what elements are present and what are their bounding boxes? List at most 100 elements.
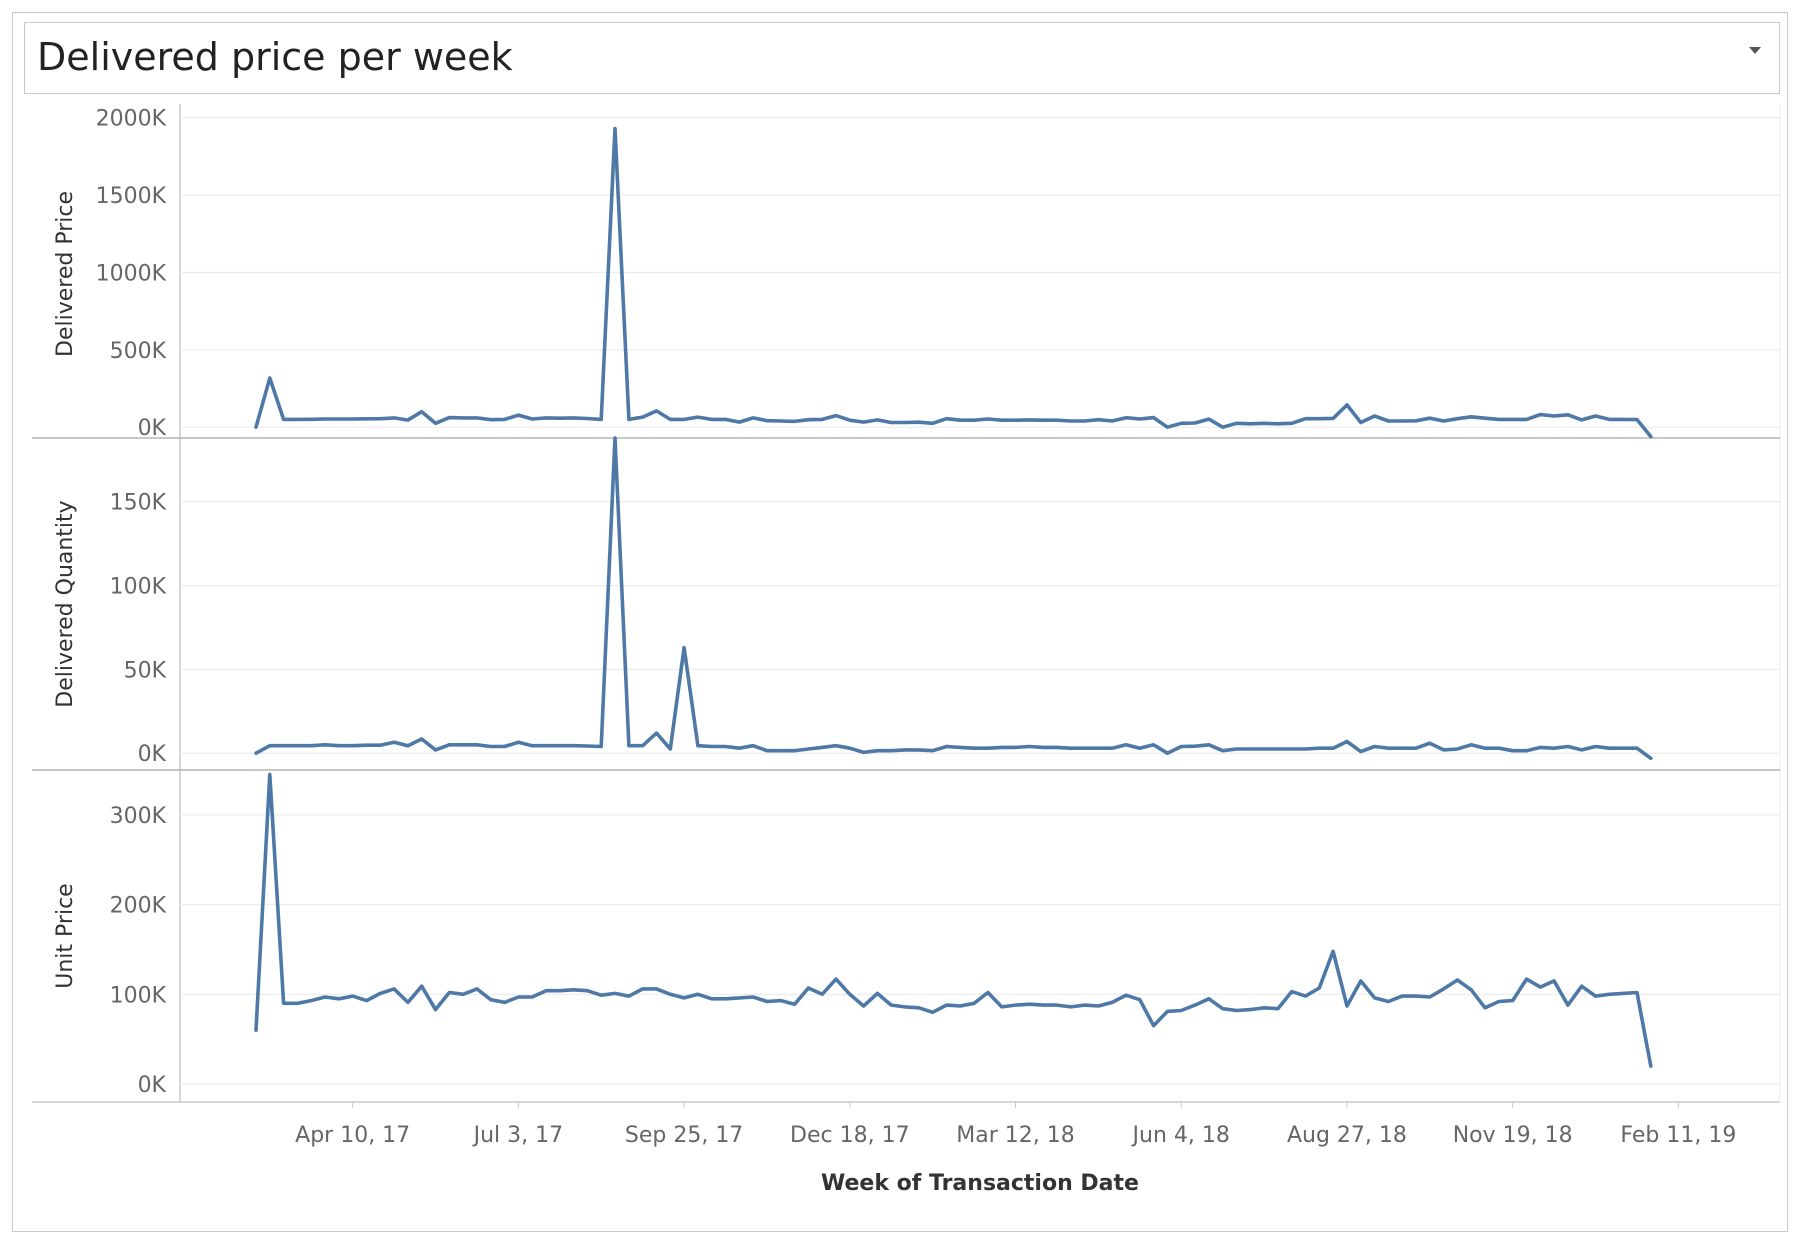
data-point[interactable] — [1483, 416, 1488, 421]
data-point[interactable] — [309, 417, 314, 422]
data-point[interactable] — [626, 994, 631, 999]
data-point[interactable] — [903, 420, 908, 425]
data-point[interactable] — [1013, 1003, 1018, 1008]
data-point[interactable] — [1358, 749, 1363, 754]
data-point[interactable] — [488, 417, 493, 422]
data-point[interactable] — [1096, 417, 1101, 422]
data-point[interactable] — [1220, 1006, 1225, 1011]
data-point[interactable] — [682, 645, 687, 650]
data-point[interactable] — [447, 415, 452, 420]
data-point[interactable] — [1303, 994, 1308, 999]
data-point[interactable] — [1096, 1003, 1101, 1008]
data-point[interactable] — [1414, 746, 1419, 751]
data-point[interactable] — [1427, 995, 1432, 1000]
data-point[interactable] — [1344, 739, 1349, 744]
data-point[interactable] — [1331, 949, 1336, 954]
data-point[interactable] — [1579, 417, 1584, 422]
data-point[interactable] — [1137, 416, 1142, 421]
data-point[interactable] — [820, 417, 825, 422]
data-point[interactable] — [295, 1001, 300, 1006]
data-point[interactable] — [1400, 994, 1405, 999]
data-point[interactable] — [267, 375, 272, 380]
data-point[interactable] — [1068, 746, 1073, 751]
data-point[interactable] — [916, 1005, 921, 1010]
data-point[interactable] — [1041, 745, 1046, 750]
data-point[interactable] — [1110, 746, 1115, 751]
data-point[interactable] — [1469, 987, 1474, 992]
data-point[interactable] — [903, 747, 908, 752]
data-point[interactable] — [1137, 997, 1142, 1002]
data-point[interactable] — [433, 1007, 438, 1012]
data-point[interactable] — [1414, 418, 1419, 423]
data-point[interactable] — [626, 743, 631, 748]
data-point[interactable] — [1289, 747, 1294, 752]
data-point[interactable] — [447, 990, 452, 995]
data-point[interactable] — [640, 743, 645, 748]
data-point[interactable] — [1234, 421, 1239, 426]
data-point[interactable] — [737, 420, 742, 425]
data-point[interactable] — [474, 986, 479, 991]
data-point[interactable] — [530, 743, 535, 748]
data-point[interactable] — [972, 418, 977, 423]
data-point[interactable] — [1041, 418, 1046, 423]
data-point[interactable] — [1607, 746, 1612, 751]
data-point[interactable] — [668, 417, 673, 422]
data-point[interactable] — [516, 740, 521, 745]
data-point[interactable] — [1607, 417, 1612, 422]
data-point[interactable] — [1524, 417, 1529, 422]
data-point[interactable] — [1220, 748, 1225, 753]
data-point[interactable] — [1510, 998, 1515, 1003]
data-point[interactable] — [405, 743, 410, 748]
data-point[interactable] — [1441, 418, 1446, 423]
data-point[interactable] — [1565, 412, 1570, 417]
data-point[interactable] — [530, 995, 535, 1000]
data-point[interactable] — [585, 416, 590, 421]
data-point[interactable] — [1317, 746, 1322, 751]
data-point[interactable] — [1593, 414, 1598, 419]
data-point[interactable] — [889, 1003, 894, 1008]
data-point[interactable] — [972, 1001, 977, 1006]
data-point[interactable] — [626, 417, 631, 422]
data-point[interactable] — [861, 420, 866, 425]
data-point[interactable] — [1275, 747, 1280, 752]
data-point[interactable] — [1455, 977, 1460, 982]
data-point[interactable] — [1248, 1007, 1253, 1012]
data-point[interactable] — [1358, 978, 1363, 983]
data-point[interactable] — [557, 988, 562, 993]
data-point[interactable] — [1206, 742, 1211, 747]
data-point[interactable] — [1386, 999, 1391, 1004]
data-point[interactable] — [1262, 421, 1267, 426]
data-point[interactable] — [985, 416, 990, 421]
data-point[interactable] — [350, 416, 355, 421]
data-point[interactable] — [323, 995, 328, 1000]
data-point[interactable] — [875, 991, 880, 996]
data-point[interactable] — [751, 743, 756, 748]
data-point[interactable] — [599, 417, 604, 422]
data-point[interactable] — [958, 745, 963, 750]
data-point[interactable] — [695, 415, 700, 420]
data-point[interactable] — [516, 413, 521, 418]
data-point[interactable] — [392, 415, 397, 420]
data-point[interactable] — [267, 772, 272, 777]
data-point[interactable] — [461, 415, 466, 420]
data-point[interactable] — [1289, 989, 1294, 994]
data-point[interactable] — [295, 417, 300, 422]
data-point[interactable] — [792, 748, 797, 753]
data-point[interactable] — [1027, 417, 1032, 422]
data-point[interactable] — [889, 420, 894, 425]
data-point[interactable] — [985, 990, 990, 995]
data-point[interactable] — [695, 743, 700, 748]
data-point[interactable] — [557, 416, 562, 421]
data-point[interactable] — [806, 417, 811, 422]
data-point[interactable] — [640, 986, 645, 991]
data-point[interactable] — [695, 992, 700, 997]
data-point[interactable] — [999, 1004, 1004, 1009]
data-point[interactable] — [1579, 747, 1584, 752]
data-point[interactable] — [792, 1002, 797, 1007]
data-point[interactable] — [682, 417, 687, 422]
data-point[interactable] — [1634, 746, 1639, 751]
data-point[interactable] — [1496, 999, 1501, 1004]
data-point[interactable] — [1289, 421, 1294, 426]
data-point[interactable] — [1372, 414, 1377, 419]
data-point[interactable] — [1124, 415, 1129, 420]
